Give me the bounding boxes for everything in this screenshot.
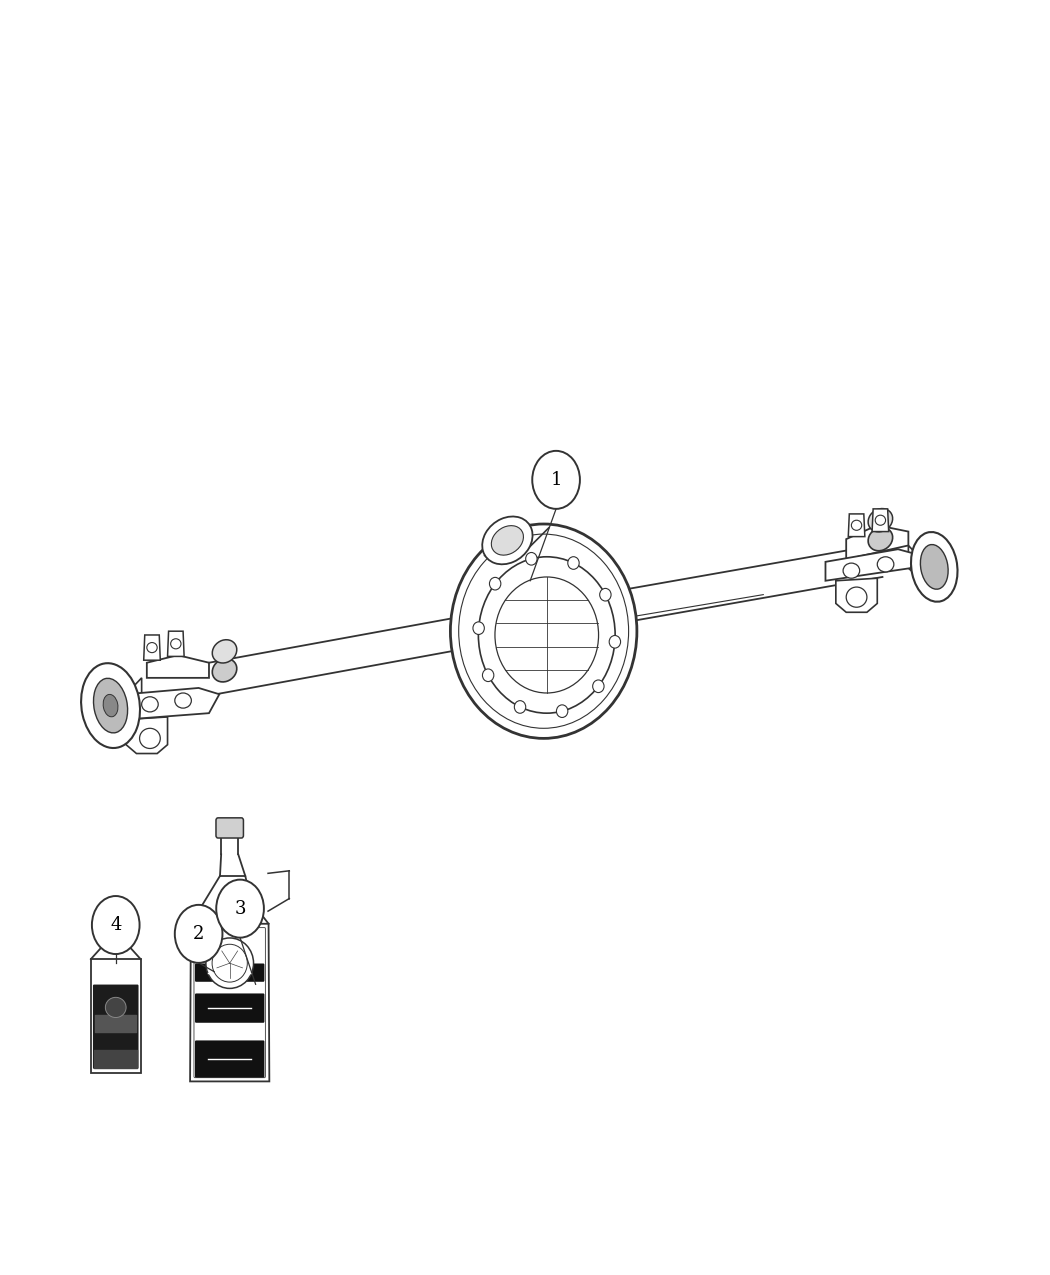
Ellipse shape [568, 557, 580, 570]
Ellipse shape [212, 659, 237, 682]
Ellipse shape [450, 524, 637, 738]
Text: 4: 4 [110, 915, 122, 935]
Polygon shape [91, 959, 141, 1072]
Polygon shape [848, 514, 865, 537]
Ellipse shape [843, 564, 860, 579]
Ellipse shape [852, 520, 862, 530]
Ellipse shape [514, 701, 526, 713]
Polygon shape [873, 509, 888, 532]
Polygon shape [168, 631, 184, 657]
Ellipse shape [600, 588, 611, 601]
Ellipse shape [147, 643, 157, 653]
Ellipse shape [81, 663, 140, 748]
Polygon shape [126, 717, 168, 754]
Ellipse shape [482, 669, 494, 682]
Circle shape [216, 880, 264, 937]
Polygon shape [121, 688, 219, 719]
FancyBboxPatch shape [216, 817, 244, 838]
Circle shape [174, 905, 223, 963]
FancyBboxPatch shape [93, 984, 139, 1068]
Ellipse shape [105, 997, 126, 1017]
FancyBboxPatch shape [195, 964, 265, 982]
Ellipse shape [472, 622, 484, 635]
Polygon shape [126, 678, 142, 715]
Polygon shape [190, 924, 270, 1081]
FancyBboxPatch shape [101, 926, 131, 946]
Ellipse shape [878, 557, 894, 572]
Polygon shape [825, 550, 917, 580]
Polygon shape [846, 525, 908, 560]
Ellipse shape [868, 509, 892, 532]
Ellipse shape [489, 578, 501, 590]
Circle shape [92, 896, 140, 954]
Ellipse shape [206, 938, 253, 988]
Ellipse shape [876, 515, 885, 525]
FancyBboxPatch shape [194, 927, 266, 1077]
Ellipse shape [174, 694, 191, 708]
FancyBboxPatch shape [195, 1040, 265, 1077]
Text: 3: 3 [234, 900, 246, 918]
Ellipse shape [103, 695, 118, 717]
Ellipse shape [491, 525, 524, 555]
Ellipse shape [609, 635, 621, 648]
Ellipse shape [142, 696, 159, 711]
Text: 2: 2 [193, 924, 205, 942]
Circle shape [532, 451, 580, 509]
Ellipse shape [93, 678, 128, 733]
Ellipse shape [846, 586, 867, 607]
Ellipse shape [911, 532, 958, 602]
Ellipse shape [921, 544, 948, 589]
Text: 1: 1 [550, 470, 562, 488]
Ellipse shape [526, 552, 537, 565]
Ellipse shape [482, 516, 532, 565]
Ellipse shape [868, 528, 892, 551]
Polygon shape [144, 635, 161, 660]
Polygon shape [147, 655, 209, 678]
Ellipse shape [212, 640, 237, 663]
Ellipse shape [140, 728, 161, 748]
Ellipse shape [556, 705, 568, 718]
Ellipse shape [171, 639, 181, 649]
FancyBboxPatch shape [195, 993, 265, 1023]
Ellipse shape [592, 680, 604, 692]
Polygon shape [836, 579, 878, 612]
Polygon shape [908, 546, 924, 581]
